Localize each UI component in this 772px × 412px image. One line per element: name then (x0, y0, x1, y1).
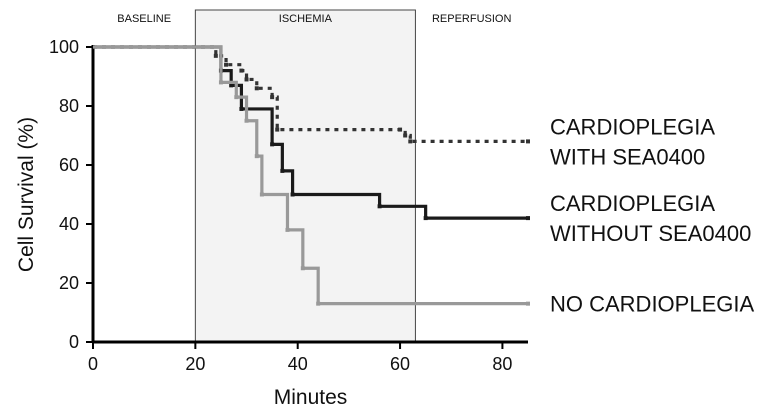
series-1-marker (403, 133, 408, 138)
series-1-marker (213, 53, 218, 58)
axes: 0 20 40 60 80 100 0 20 40 60 80 Minutes Cell Surviva… (15, 37, 528, 409)
x-tick-label: 80 (492, 354, 512, 374)
x-axis-title: Minutes (274, 386, 348, 409)
series-3-marker (234, 95, 239, 100)
series-3-marker (218, 80, 223, 85)
series-1-marker (239, 68, 244, 73)
series-2-marker (526, 216, 530, 221)
y-tick-label: 100 (49, 37, 79, 57)
series-2-marker (377, 204, 382, 209)
series-2-marker (229, 83, 234, 88)
series-3-marker (526, 301, 530, 306)
series-1-marker (244, 77, 249, 82)
series-1-marker (270, 95, 275, 100)
series-2-label: WITHOUT SEA0400 (550, 221, 751, 246)
x-tick-label: 0 (88, 354, 98, 374)
series-2-marker (290, 192, 295, 197)
y-tick-label: 40 (59, 214, 79, 234)
series-3-marker (300, 266, 305, 271)
phase-label-reperfusion: REPERFUSION (432, 13, 512, 25)
series-3-marker (254, 154, 259, 159)
survival-curves (93, 45, 530, 306)
series-2-curve (93, 45, 528, 220)
series-3-marker (316, 301, 321, 306)
series-3-marker (259, 192, 264, 197)
series-3-curve (93, 45, 528, 306)
series-2-marker (270, 142, 275, 147)
y-tick-label: 60 (59, 155, 79, 175)
x-tick-label: 40 (288, 354, 308, 374)
y-tick-label: 80 (59, 96, 79, 116)
series-1-label: WITH SEA0400 (550, 144, 705, 169)
series-labels: CARDIOPLEGIA WITH SEA0400 CARDIOPLEGIA WITH… (550, 114, 754, 316)
series-2-marker (280, 168, 285, 173)
series-2-marker (239, 106, 244, 111)
phase-label-baseline: BASELINE (117, 13, 171, 25)
series-1-marker (408, 139, 413, 144)
series-3-marker (285, 227, 290, 232)
y-axis-title: Cell Survival (%) (15, 117, 38, 272)
y-tick-label: 20 (59, 273, 79, 293)
series-1-label: CARDIOPLEGIA (550, 114, 715, 139)
x-tick-label: 60 (390, 354, 410, 374)
series-3-marker (244, 118, 249, 123)
series-2-marker (423, 216, 428, 221)
series-1-marker (224, 62, 229, 67)
phase-region-ischemia (194, 9, 416, 343)
series-1-marker (275, 127, 280, 132)
series-2-label: CARDIOPLEGIA (550, 191, 715, 216)
y-tick-label: 0 (69, 332, 79, 352)
series-1-marker (526, 139, 530, 144)
phase-label-ischemia: ISCHEMIA (279, 13, 333, 25)
x-tick-label: 20 (185, 354, 205, 374)
series-3-label: NO CARDIOPLEGIA (550, 292, 754, 317)
series-1-marker (398, 127, 403, 132)
phase-regions: BASELINE ISCHEMIA REPERFUSION (117, 9, 512, 343)
series-1-marker (254, 86, 259, 91)
